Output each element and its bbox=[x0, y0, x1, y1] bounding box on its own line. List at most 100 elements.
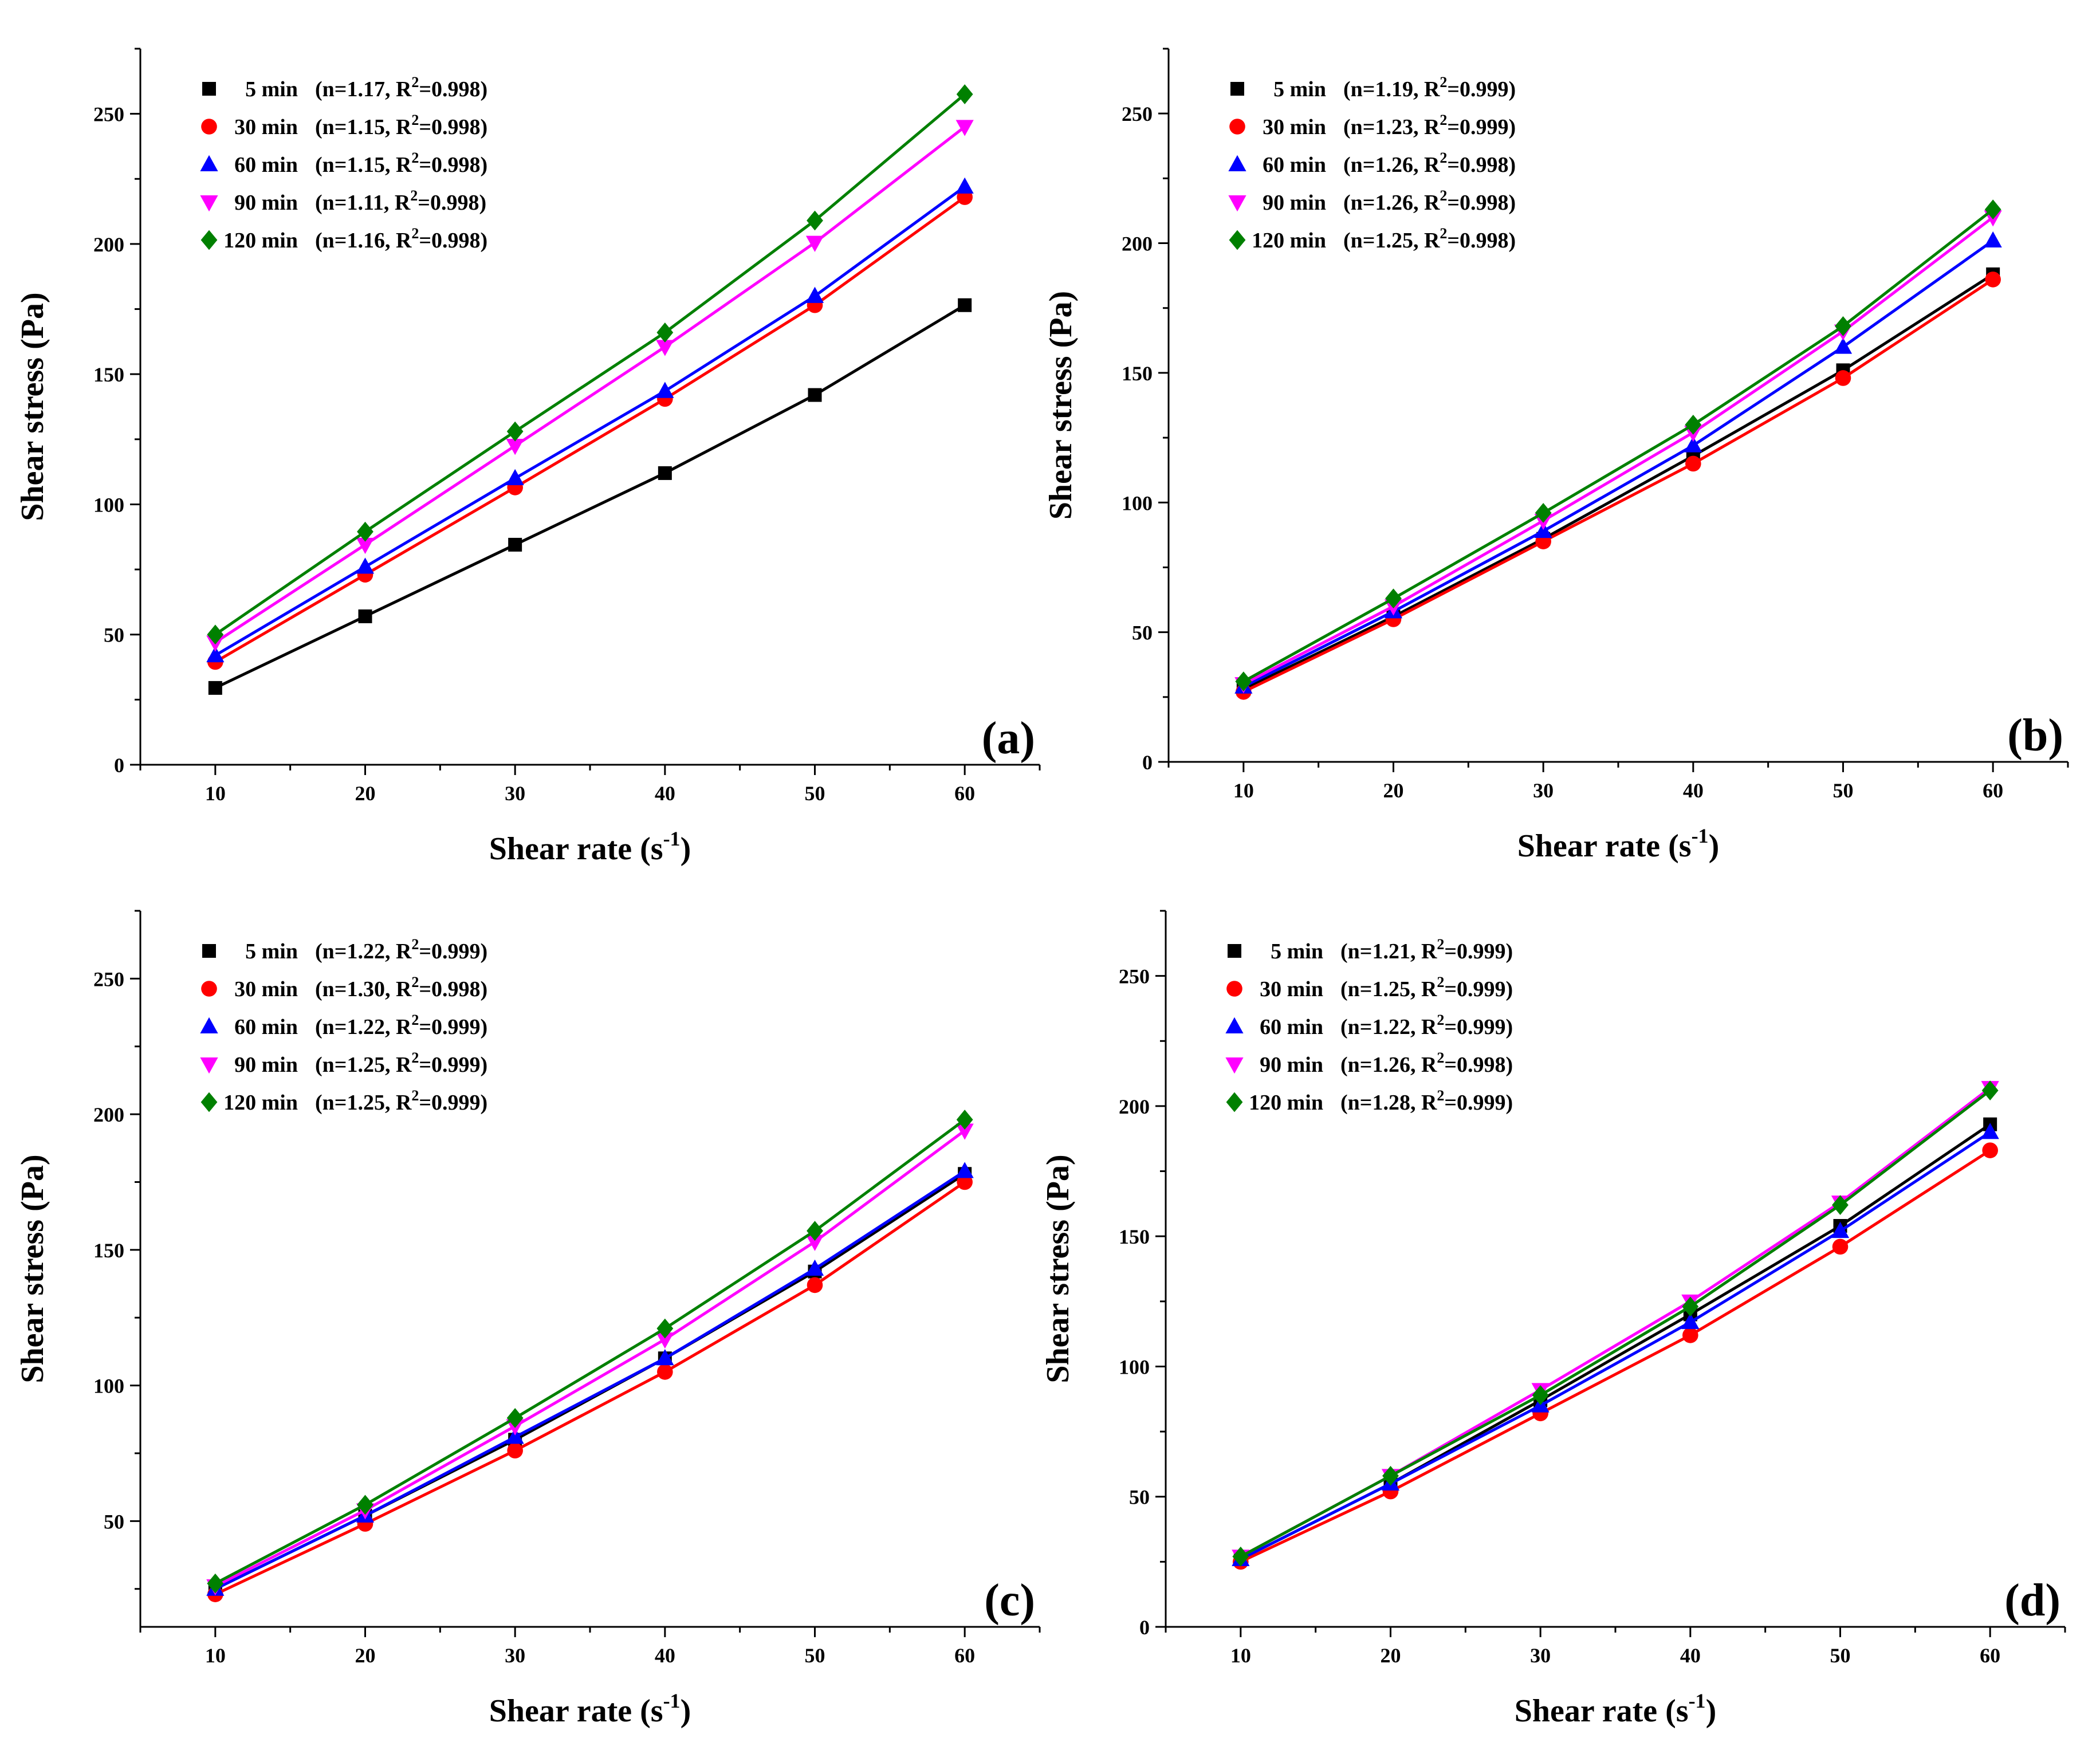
legend-marker bbox=[1229, 230, 1246, 250]
y-tick-label: 150 bbox=[93, 1239, 124, 1262]
legend-stats-sup: 2 bbox=[1437, 1049, 1444, 1066]
legend-stats-n: (n=1.25, R bbox=[1343, 229, 1440, 253]
legend-stats-n: (n=1.23, R bbox=[1343, 115, 1440, 139]
data-point bbox=[958, 298, 972, 312]
data-point bbox=[1835, 316, 1851, 336]
legend-stats-n: (n=1.15, R bbox=[315, 153, 412, 177]
legend-stats-sup: 2 bbox=[1440, 150, 1447, 166]
x-axis-title-main: Shear rate (s bbox=[1517, 828, 1692, 864]
x-tick-label: 30 bbox=[505, 1644, 525, 1667]
legend-marker bbox=[1226, 981, 1242, 997]
series-1 bbox=[207, 189, 973, 670]
legend-stats-sup: 2 bbox=[411, 225, 419, 242]
y-tick-label: 200 bbox=[93, 233, 124, 256]
data-point bbox=[656, 1349, 674, 1366]
legend-stats-n: (n=1.16, R bbox=[315, 229, 412, 253]
legend-label: 5 min bbox=[245, 939, 298, 964]
series-line bbox=[214, 1129, 966, 1588]
legend-marker bbox=[200, 155, 218, 171]
legend-marker bbox=[1230, 82, 1244, 96]
data-point bbox=[805, 1259, 824, 1276]
legend-stats-n: (n=1.22, R bbox=[1340, 1015, 1437, 1039]
legend-stats-n: (n=1.26, R bbox=[1343, 191, 1440, 215]
legend-stats-sup: 2 bbox=[411, 112, 419, 128]
x-axis-title-main: Shear rate (s bbox=[489, 1693, 663, 1729]
data-point bbox=[805, 1234, 824, 1251]
legend-stats: (n=1.22, R2=0.999) bbox=[315, 936, 487, 964]
legend-stats-sup: 2 bbox=[411, 1087, 419, 1104]
legend-stats-n: (n=1.28, R bbox=[1340, 1091, 1437, 1115]
y-tick-label: 150 bbox=[93, 363, 124, 386]
data-point bbox=[507, 1442, 523, 1459]
x-tick-label: 40 bbox=[1680, 1644, 1701, 1667]
x-axis-title-exponent: -1 bbox=[1692, 824, 1709, 847]
legend-label: 30 min bbox=[234, 977, 298, 1001]
data-point bbox=[656, 1332, 674, 1349]
data-point bbox=[657, 1364, 673, 1380]
legend-stats-r2: =0.999) bbox=[419, 939, 487, 964]
legend-marker bbox=[1228, 195, 1246, 212]
data-point bbox=[1682, 1296, 1699, 1317]
y-tick-label: 250 bbox=[93, 968, 124, 990]
x-tick-label: 10 bbox=[1233, 779, 1254, 802]
series-4 bbox=[1235, 199, 2001, 692]
data-point bbox=[508, 537, 522, 552]
data-point bbox=[956, 1110, 973, 1130]
legend-marker bbox=[200, 230, 218, 250]
legend-stats-r2: =0.999) bbox=[419, 1091, 487, 1115]
legend-label: 90 min bbox=[234, 191, 298, 215]
legend-stats: (n=1.22, R2=0.999) bbox=[1340, 1012, 1513, 1039]
legend-stats-r2: =0.999) bbox=[419, 1015, 487, 1039]
panel-label: (a) bbox=[982, 713, 1035, 764]
legend-stats-r2: =0.998) bbox=[419, 77, 487, 101]
y-tick-label: 0 bbox=[1142, 751, 1153, 774]
x-axis-title: Shear rate (s-1) bbox=[489, 827, 691, 867]
legend-stats: (n=1.25, R2=0.999) bbox=[315, 1087, 487, 1115]
x-tick-label: 20 bbox=[1381, 1644, 1401, 1667]
series-line bbox=[214, 1181, 966, 1596]
x-tick-label: 30 bbox=[505, 782, 525, 805]
data-point bbox=[955, 1162, 974, 1178]
y-tick-label: 250 bbox=[1119, 965, 1150, 988]
legend-stats: (n=1.26, R2=0.998) bbox=[1343, 150, 1516, 177]
legend-stats: (n=1.28, R2=0.999) bbox=[1340, 1087, 1513, 1115]
data-point bbox=[1984, 199, 2001, 220]
legend-marker bbox=[202, 82, 216, 96]
x-tick-label: 10 bbox=[205, 782, 226, 805]
data-point bbox=[1835, 370, 1851, 386]
data-point bbox=[356, 537, 375, 555]
x-tick-label: 40 bbox=[1683, 779, 1704, 802]
series-line bbox=[214, 1118, 966, 1585]
legend-stats-sup: 2 bbox=[1437, 1087, 1444, 1104]
x-tick-label: 30 bbox=[1533, 779, 1554, 802]
series-line bbox=[1240, 1131, 1991, 1561]
x-axis-title-exponent: -1 bbox=[1689, 1689, 1706, 1712]
legend-stats-n: (n=1.26, R bbox=[1343, 153, 1440, 177]
data-point bbox=[656, 382, 674, 398]
data-point bbox=[807, 210, 823, 231]
y-tick-label: 150 bbox=[1122, 362, 1153, 385]
legend-stats-sup: 2 bbox=[410, 187, 418, 204]
y-tick-label: 100 bbox=[1119, 1355, 1150, 1378]
chart-panel-c: 10 20 30 40 50 60 50 100 150 200 250 Shear rate (s-… bbox=[15, 910, 1041, 1729]
legend-stats-r2: =0.999) bbox=[1444, 977, 1513, 1001]
data-point bbox=[358, 609, 372, 623]
legend-marker bbox=[1229, 119, 1245, 135]
legend-stats-n: (n=1.25, R bbox=[315, 1053, 412, 1077]
x-tick-label: 60 bbox=[954, 1644, 975, 1667]
legend-stats-r2: =0.999) bbox=[1447, 115, 1516, 139]
legend-stats-sup: 2 bbox=[1440, 225, 1447, 242]
legend-label: 5 min bbox=[1271, 939, 1323, 964]
data-point bbox=[357, 1495, 373, 1515]
legend-label: 120 min bbox=[223, 1091, 298, 1115]
legend-stats-sup: 2 bbox=[411, 74, 419, 91]
chart-panel-d: 10 20 30 40 50 60 0 50 100 150 200 250 Shear rate (s… bbox=[1040, 910, 2066, 1729]
legend-stats-n: (n=1.22, R bbox=[315, 1015, 412, 1039]
data-point bbox=[207, 1573, 224, 1594]
y-tick-label: 50 bbox=[104, 1510, 124, 1533]
legend-stats: (n=1.26, R2=0.998) bbox=[1340, 1049, 1513, 1077]
data-point bbox=[1831, 1221, 1850, 1238]
series-line bbox=[1242, 273, 1994, 691]
x-tick-label: 30 bbox=[1530, 1644, 1551, 1667]
